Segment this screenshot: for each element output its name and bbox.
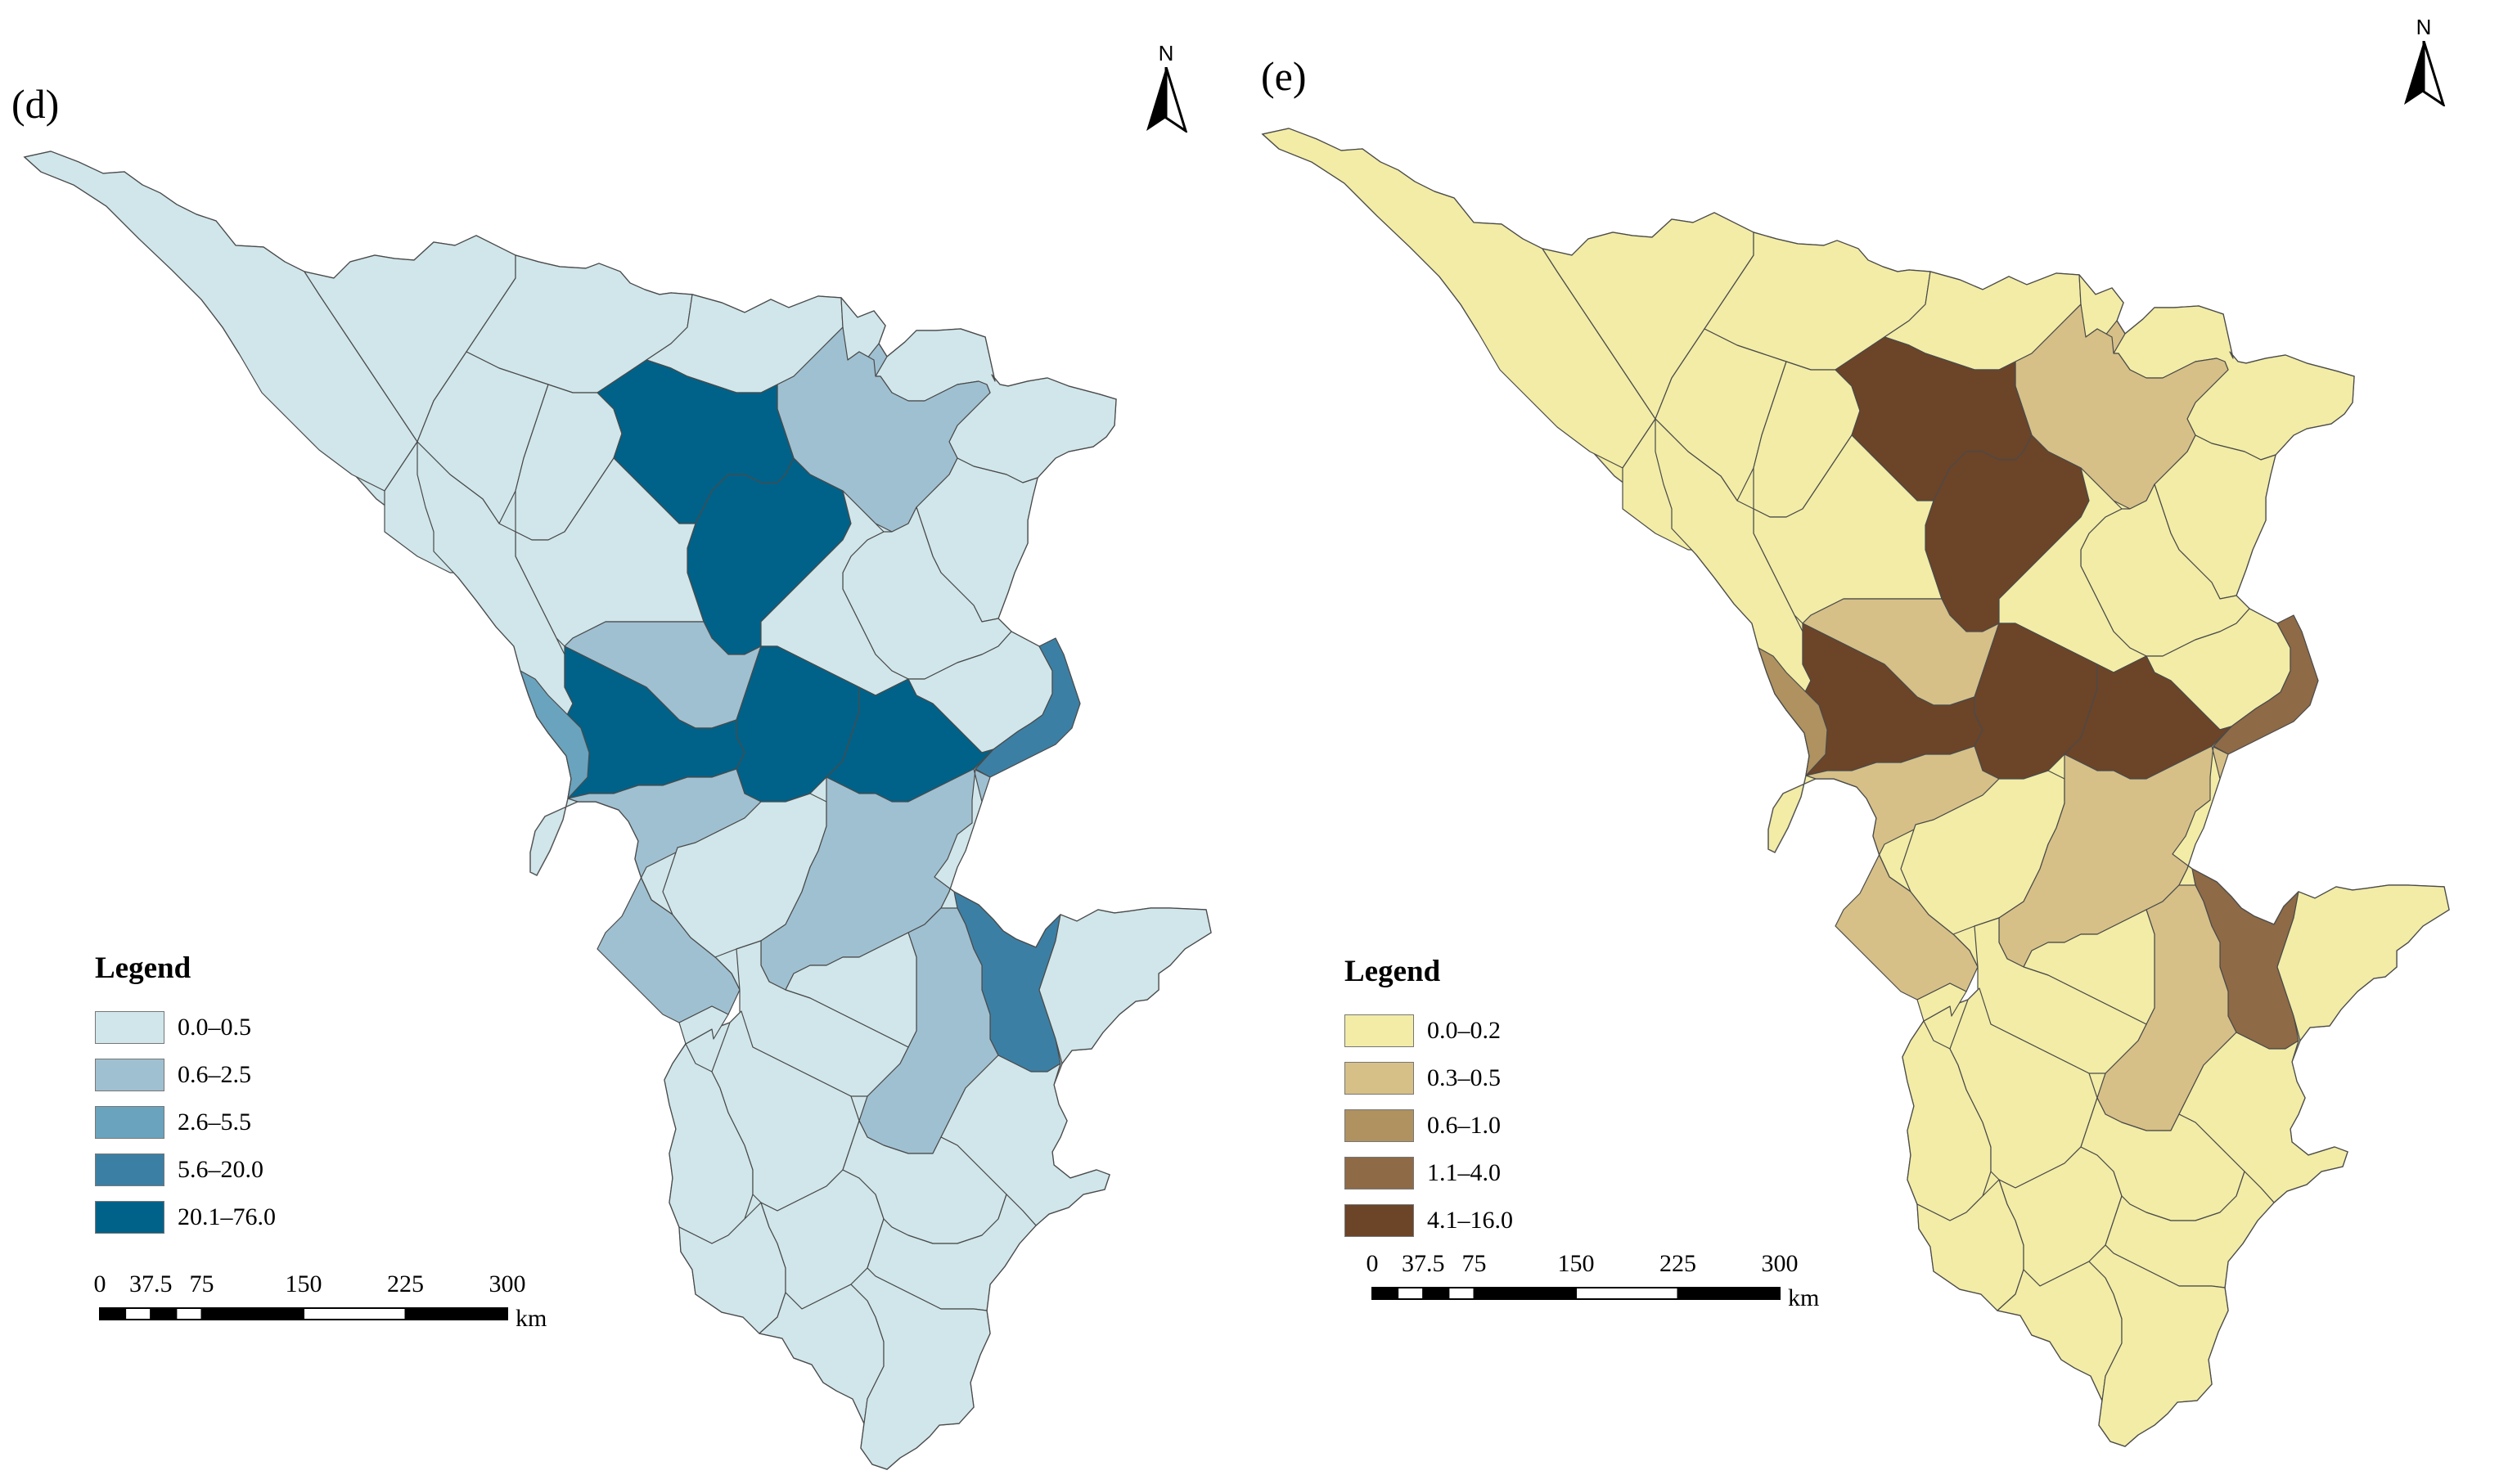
legend-swatch [95, 1153, 164, 1186]
legend-swatch [95, 1011, 164, 1044]
legend-swatch [1344, 1014, 1414, 1047]
north-arrow: N [1141, 41, 1191, 139]
region-s-a [1805, 745, 2000, 1001]
region-w-edge [520, 670, 590, 799]
scale-tick-label: 37.5 [1402, 1250, 1445, 1277]
legend-item: 4.1–16.0 [1344, 1197, 1513, 1244]
legend-label: 5.6–20.0 [178, 1156, 263, 1183]
scale-segment [1473, 1287, 1577, 1300]
legend-label: 0.3–0.5 [1427, 1064, 1501, 1091]
region-c-south-d [2213, 614, 2319, 755]
region-c-west2 [1655, 418, 1812, 711]
legend-title: Legend [95, 951, 191, 985]
legend-label: 4.1–16.0 [1427, 1207, 1513, 1234]
region-se-c [2276, 884, 2450, 1041]
scale-tick-label: 150 [1557, 1250, 1595, 1277]
scale-segment [175, 1307, 203, 1320]
region-se-c [1038, 907, 1212, 1064]
scale-bar-graphic [99, 1307, 508, 1320]
scale-tick-label: 0 [1366, 1250, 1379, 1277]
legend-swatch [95, 1059, 164, 1091]
legend: Legend 0.0–0.5 0.6–2.5 2.6–5.5 5.6–20.0 20.1… [95, 951, 276, 1241]
scale-segment [124, 1307, 152, 1320]
legend-swatch [1344, 1109, 1414, 1142]
scale-tick-label: 300 [489, 1270, 526, 1297]
region-tip-b [850, 1267, 991, 1470]
legend-label: 20.1–76.0 [178, 1203, 276, 1230]
legend-item: 20.1–76.0 [95, 1194, 276, 1241]
scale-tick-label: 225 [1659, 1250, 1696, 1277]
legend-swatch [1344, 1062, 1414, 1095]
region-sw-a [678, 1005, 729, 1045]
scale-segment [404, 1307, 508, 1320]
region-sw-a [1916, 983, 1967, 1022]
scale-segment [200, 1307, 304, 1320]
scale-segment [1575, 1287, 1679, 1300]
legend-title: Legend [1344, 955, 1441, 988]
legend-swatch [1344, 1204, 1414, 1237]
panel-label: (e) [1261, 53, 1307, 99]
legend-swatch [95, 1201, 164, 1234]
scale-unit-label: km [1788, 1284, 1820, 1311]
map-regions [23, 151, 1212, 1470]
scale-bar: 0 37.5 75 150 225 300 km [82, 1270, 589, 1336]
region-c-south-d [975, 637, 1081, 778]
region-c-west2 [416, 441, 574, 734]
map-panel-d: (d) N Legend 0.0–0.5 0.6–2.5 2.6–5.5 5.6–20… [11, 41, 1212, 1470]
scale-tick-label: 75 [189, 1270, 214, 1297]
legend-item: 2.6–5.5 [95, 1099, 276, 1146]
scale-tick-label: 75 [1461, 1250, 1487, 1277]
north-arrow: N [2399, 15, 2448, 113]
legend-label: 0.6–2.5 [178, 1061, 251, 1088]
choropleth-map-d [23, 151, 1212, 1470]
scale-bar-graphic [1371, 1287, 1781, 1300]
north-arrow-icon [1146, 67, 1188, 133]
legend-item: 0.3–0.5 [1344, 1055, 1513, 1102]
scale-segment [303, 1307, 407, 1320]
legend-swatch [1344, 1157, 1414, 1189]
legend-item: 0.6–1.0 [1344, 1102, 1513, 1149]
scale-segment [1448, 1287, 1475, 1300]
north-letter: N [2416, 15, 2432, 39]
legend-item: 0.0–0.5 [95, 1004, 276, 1051]
scale-segment [99, 1307, 127, 1320]
region-s-a [567, 768, 762, 1023]
scale-tick-label: 150 [285, 1270, 322, 1297]
scale-segment [1422, 1287, 1450, 1300]
legend-label: 0.0–0.5 [178, 1014, 251, 1041]
legend-item: 0.6–2.5 [95, 1051, 276, 1099]
scale-bar: 0 37.5 75 150 225 300 km [1354, 1250, 1862, 1315]
panel-label: (d) [11, 81, 60, 127]
legend-item: 1.1–4.0 [1344, 1149, 1513, 1197]
legend: Legend 0.0–0.2 0.3–0.5 0.6–1.0 1.1–4.0 4.1–1… [1344, 954, 1513, 1244]
scale-tick-label: 0 [93, 1270, 106, 1297]
scale-tick-label: 37.5 [129, 1270, 173, 1297]
legend-label: 0.6–1.0 [1427, 1112, 1501, 1139]
scale-tick-label: 225 [387, 1270, 424, 1297]
legend-label: 0.0–0.2 [1427, 1017, 1501, 1044]
region-w-edge [1758, 647, 1828, 776]
region-se-d [940, 1055, 1110, 1226]
map-regions [1261, 128, 2450, 1447]
scale-segment [1371, 1287, 1399, 1300]
scale-segment [150, 1307, 178, 1320]
region-se-d [2178, 1032, 2348, 1203]
legend-swatch [95, 1106, 164, 1139]
scale-segment [1677, 1287, 1781, 1300]
north-letter: N [1158, 41, 1174, 65]
legend-item: 0.0–0.2 [1344, 1007, 1513, 1055]
map-panel-e: (e) N Legend 0.0–0.2 0.3–0.5 0.6–1.0 1.1–4.… [1250, 0, 2499, 1484]
scale-segment [1397, 1287, 1425, 1300]
legend-label: 2.6–5.5 [178, 1109, 251, 1135]
scale-tick-label: 300 [1761, 1250, 1799, 1277]
scale-unit-label: km [516, 1305, 547, 1332]
region-tip-b [2088, 1244, 2229, 1447]
north-arrow-icon [2404, 41, 2446, 106]
legend-item: 5.6–20.0 [95, 1146, 276, 1194]
choropleth-map-e [1261, 128, 2450, 1447]
legend-label: 1.1–4.0 [1427, 1159, 1501, 1186]
